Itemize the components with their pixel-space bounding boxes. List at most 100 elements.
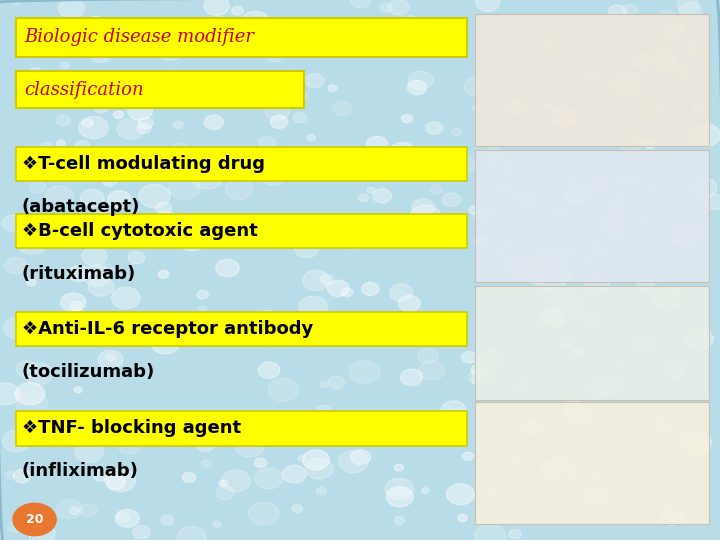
Circle shape [402,114,413,123]
Circle shape [168,176,200,199]
Circle shape [294,91,307,101]
Circle shape [451,156,475,174]
Circle shape [601,212,628,233]
Circle shape [464,77,490,97]
Circle shape [39,143,53,153]
Circle shape [93,101,109,113]
Circle shape [219,224,238,238]
Circle shape [201,86,222,102]
Circle shape [82,247,107,266]
Text: 20: 20 [26,513,43,526]
Circle shape [254,458,266,467]
Circle shape [305,73,324,88]
Circle shape [12,0,21,5]
Circle shape [282,465,306,483]
Circle shape [476,0,500,11]
Circle shape [531,204,541,211]
Circle shape [418,361,444,380]
Circle shape [83,265,111,286]
Circle shape [589,317,601,327]
Circle shape [1,215,24,232]
Circle shape [421,44,437,56]
Circle shape [663,361,685,377]
Circle shape [115,509,139,527]
Circle shape [399,295,420,312]
Circle shape [320,381,328,387]
Circle shape [557,269,572,281]
Circle shape [76,427,94,439]
Bar [475,286,709,400]
Circle shape [132,525,150,538]
Circle shape [412,199,434,215]
Circle shape [544,103,552,109]
Circle shape [367,26,382,38]
Circle shape [24,363,53,385]
Circle shape [582,115,590,121]
Circle shape [235,436,264,457]
Circle shape [15,383,45,405]
Circle shape [112,287,140,309]
Circle shape [89,325,112,342]
Circle shape [216,486,234,500]
Circle shape [614,360,622,366]
Circle shape [332,29,347,40]
Circle shape [644,139,656,148]
Circle shape [632,53,654,70]
Circle shape [551,107,577,126]
Circle shape [328,85,337,91]
Circle shape [261,310,272,318]
Circle shape [316,488,326,495]
Circle shape [318,25,343,44]
Circle shape [608,5,626,19]
Circle shape [138,117,153,129]
Circle shape [258,362,280,379]
Circle shape [42,77,54,85]
Circle shape [316,406,331,417]
Circle shape [616,172,633,184]
Circle shape [68,266,89,282]
Circle shape [5,472,15,479]
Circle shape [564,183,594,205]
Circle shape [178,230,206,251]
Circle shape [431,185,442,194]
Circle shape [174,122,184,129]
Circle shape [387,487,413,507]
Circle shape [292,505,302,512]
Circle shape [651,183,658,188]
Circle shape [458,514,467,522]
Circle shape [163,78,184,93]
Circle shape [4,318,32,339]
Circle shape [195,437,215,451]
Circle shape [588,488,606,501]
Circle shape [58,0,84,18]
Circle shape [70,301,82,310]
Circle shape [94,318,113,332]
Circle shape [30,181,45,193]
Circle shape [462,352,477,363]
Circle shape [556,245,576,260]
Circle shape [462,452,473,460]
Circle shape [408,71,433,90]
Circle shape [400,369,423,386]
Circle shape [74,387,82,393]
Circle shape [270,116,288,129]
Circle shape [472,105,480,111]
Circle shape [549,289,580,313]
Circle shape [380,3,392,12]
Circle shape [507,100,526,114]
Circle shape [75,441,104,462]
Circle shape [655,55,677,71]
Circle shape [694,509,701,515]
Circle shape [56,115,71,126]
Circle shape [284,37,302,51]
Circle shape [104,216,118,227]
Circle shape [636,278,654,291]
Circle shape [523,262,552,284]
Circle shape [553,112,568,123]
Circle shape [294,432,305,440]
Circle shape [255,468,283,489]
Bar [16,214,467,248]
Circle shape [539,467,554,478]
Circle shape [182,472,196,482]
Circle shape [651,287,680,309]
